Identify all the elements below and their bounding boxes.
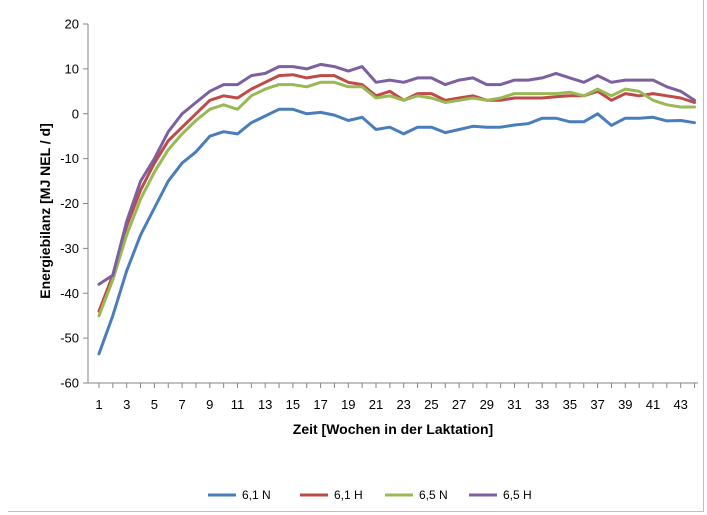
x-tick-label: 17 — [313, 397, 327, 412]
y-tick-label: -40 — [60, 286, 79, 301]
y-axis: 20 10 0 -10 -20 -30 -40 -50 -60 — [60, 17, 89, 391]
series-line-6-1-n — [97, 107, 696, 356]
legend: 6,1 N 6,1 H 6,5 N 6,5 H — [208, 488, 532, 502]
series-line-6-5-n — [97, 80, 696, 318]
x-tick-label: 27 — [452, 397, 466, 412]
x-tick-label: 7 — [178, 397, 185, 412]
y-tick-label: -30 — [60, 241, 79, 256]
x-tick-label: 21 — [369, 397, 383, 412]
y-axis-title: Energiebilanz [MJ NEL / d] — [37, 123, 53, 299]
y-tick-label: 10 — [65, 61, 79, 76]
legend-label-6-1-h: 6,1 H — [334, 488, 363, 502]
x-tick-label: 5 — [151, 397, 158, 412]
x-tick-label: 1 — [95, 397, 102, 412]
x-tick-label: 15 — [286, 397, 300, 412]
x-tick-label: 35 — [563, 397, 577, 412]
series-line-6-5-h — [97, 62, 696, 286]
series-layer — [97, 62, 696, 356]
legend-label-6-1-n: 6,1 N — [242, 488, 271, 502]
y-tick-label: 0 — [72, 106, 79, 121]
y-tick-label: 20 — [65, 17, 79, 32]
legend-label-6-5-h: 6,5 H — [503, 488, 532, 502]
x-axis: 1 3 5 7 9 11 13 15 17 19 21 23 25 27 29 31 33 35 37 39 41 43 — [88, 382, 698, 412]
series-line-6-1-h — [97, 73, 696, 313]
x-tick-label: 13 — [258, 397, 272, 412]
x-tick-label: 25 — [424, 397, 438, 412]
x-tick-label: 33 — [535, 397, 549, 412]
chart-frame — [8, 0, 704, 512]
y-tick-label: -20 — [60, 196, 79, 211]
x-tick-label: 23 — [396, 397, 410, 412]
x-axis-title: Zeit [Wochen in der Laktation] — [293, 421, 493, 437]
x-tick-label: 19 — [341, 397, 355, 412]
y-tick-label: -10 — [60, 151, 79, 166]
x-tick-label: 43 — [673, 397, 687, 412]
x-tick-label: 3 — [123, 397, 130, 412]
legend-label-6-5-n: 6,5 N — [419, 488, 448, 502]
x-tick-label: 29 — [480, 397, 494, 412]
x-tick-label: 11 — [231, 397, 245, 412]
x-tick-label: 37 — [590, 397, 604, 412]
x-tick-label: 39 — [618, 397, 632, 412]
x-tick-label: 31 — [507, 397, 521, 412]
y-tick-label: -50 — [60, 331, 79, 346]
y-tick-label: -60 — [60, 376, 79, 391]
x-tick-label: 9 — [206, 397, 213, 412]
x-tick-label: 41 — [646, 397, 660, 412]
